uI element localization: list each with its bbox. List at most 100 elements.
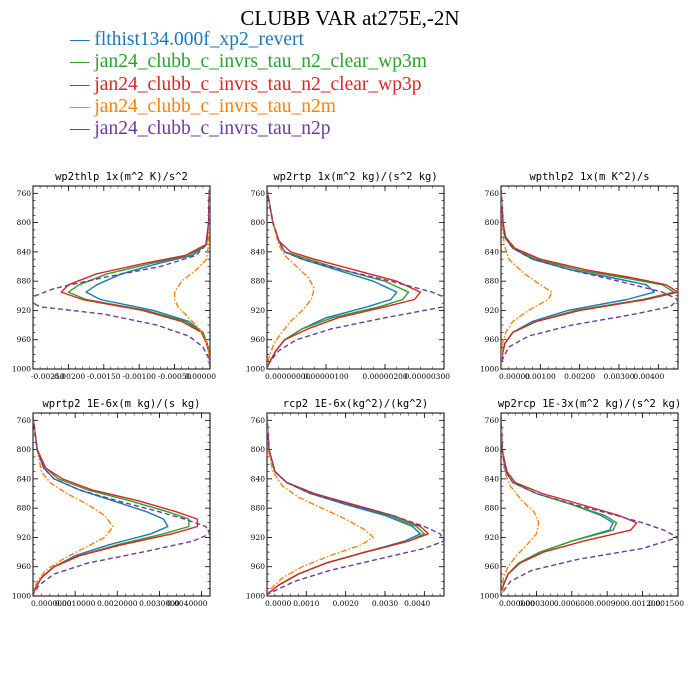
x-tick-label: 0.0000 [265,599,291,608]
x-tick-label: 0.001500 [648,599,684,608]
x-tick-label: 0.000600 [554,599,590,608]
plot-frame [500,185,679,370]
x-tick-label: -0.00050 [158,372,192,381]
y-tick-label: 920 [17,306,32,315]
x-tick-label: 0.00000 [185,372,216,381]
y-tick-label: 840 [251,247,266,256]
x-tick-label: 0.0040000 [167,599,208,608]
chart-panel-4: wprtp2 1E-6x(m kg)/(s kg) 760 800 840 880 920… [12,398,211,608]
series-line-4 [173,189,210,368]
chart-panel-5: rcp2 1E-6x(kg^2)/(kg^2) 760 800 840 880 920 96… [246,398,445,608]
series-line-2 [501,416,618,595]
series-line-3 [267,189,422,368]
x-tick-label: 0.0040 [404,599,430,608]
x-tick-label: 0.00100 [525,372,556,381]
series-line-5 [501,416,678,595]
x-tick-label: 0.0010000 [55,599,96,608]
x-tick-label: 0.00000200 [362,372,408,381]
y-tick-label: 960 [17,562,32,571]
series-line-3 [501,189,678,366]
x-tick-label: 0.00000000 [265,372,311,381]
panel-title: wp2thlp 1x(m^2 K)/s^2 [55,171,188,183]
x-tick-label: 0.000900 [589,599,625,608]
y-tick-label: 760 [17,189,32,198]
panel-title: wp2rcp 1E-3x(m^2 kg)/(s^2 kg) [498,398,681,410]
legend-label: flthist134.000f_xp2_revert [94,29,304,50]
x-tick-label: 0.00000 [499,372,530,381]
y-tick-label: 1000 [12,592,31,601]
series-line-4 [267,416,374,595]
y-tick-label: 1000 [246,365,265,374]
x-tick-label: 0.0010 [293,599,319,608]
figure-title: CLUBB VAR at275E,-2N [240,6,460,30]
legend-swatch: — [70,51,95,73]
x-tick-label: 0.00300 [603,372,634,381]
series-line-1 [501,416,614,595]
x-tick-label: 0.000000 [499,599,535,608]
x-tick-label: 0.00000300 [405,372,451,381]
plot-frame [500,412,679,597]
x-tick-label: 0.0020000 [97,599,138,608]
series-group [267,189,444,368]
y-tick-label: 960 [17,335,32,344]
series-group [501,416,678,595]
y-tick-label: 800 [251,218,266,227]
y-tick-label: 760 [485,189,500,198]
chart-panel-1: wp2thlp 1x(m^2 K)/s^2 760 800 840 880 920 960 1… [12,171,216,381]
y-tick-label: 920 [251,306,266,315]
y-tick-label: 760 [17,416,32,425]
y-tick-label: 880 [485,277,500,286]
x-tick-label: -0.00150 [87,372,121,381]
chart-panel-3: wpthlp2 1x(m K^2)/s 760 800 840 880 920 960 100… [480,171,679,381]
y-tick-label: 800 [485,445,500,454]
series-line-4 [501,416,540,595]
y-tick-label: 800 [17,218,32,227]
series-line-4 [33,416,114,593]
series-line-5 [33,416,210,595]
series-line-3 [267,416,429,596]
x-tick-label: 0.000300 [519,599,555,608]
legend-swatch: — [70,73,95,95]
series-line-3 [60,189,210,366]
x-tick-label: 0.00000100 [303,372,349,381]
series-group [501,189,678,366]
x-tick-label: 0.0030 [372,599,398,608]
y-tick-label: 840 [485,247,500,256]
y-tick-label: 840 [17,247,32,256]
panel-title: wpthlp2 1x(m K^2)/s [529,171,649,183]
plot-frame [32,185,211,370]
y-tick-label: 1000 [12,365,31,374]
legend-swatch: — [70,29,95,50]
series-line-5 [267,189,444,368]
y-tick-label: 760 [251,416,266,425]
legend-item: — jan24_clubb_c_invrs_tau_n2_clear_wp3p [70,74,427,96]
panel-title: rcp2 1E-6x(kg^2)/(kg^2) [283,398,428,410]
y-tick-label: 840 [251,474,266,483]
y-tick-label: 800 [251,445,266,454]
y-tick-label: 880 [251,504,266,513]
plot-frame [266,185,445,370]
series-line-4 [267,189,315,366]
plot-frame [266,412,445,597]
x-tick-label: 0.00400 [633,372,664,381]
y-tick-label: 920 [17,533,32,542]
legend: — flthist134.000f_xp2_revert — jan24_clu… [70,29,427,140]
y-tick-label: 880 [485,504,500,513]
legend-swatch: — [70,118,95,140]
y-tick-label: 960 [251,335,266,344]
x-tick-label: -0.00100 [122,372,156,381]
y-tick-label: 800 [485,218,500,227]
legend-label: jan24_clubb_c_invrs_tau_n2_clear_wp3p [94,73,422,95]
chart-panel-2: wp2rtp 1x(m^2 kg)/(s^2 kg) 760 800 840 880 92… [246,171,450,381]
legend-label: jan24_clubb_c_invrs_tau_n2_clear_wp3m [94,51,427,73]
series-line-3 [501,416,638,595]
series-line-5 [501,189,678,366]
legend-swatch: — [70,95,95,117]
chart-panel-6: wp2rcp 1E-3x(m^2 kg)/(s^2 kg) 760 800 840 88… [480,398,684,608]
legend-label: jan24_clubb_c_invrs_tau_n2m [94,95,336,117]
plot-frame [32,412,211,597]
series-line-4 [501,189,553,366]
y-tick-label: 1000 [480,592,499,601]
y-tick-label: 960 [485,335,500,344]
